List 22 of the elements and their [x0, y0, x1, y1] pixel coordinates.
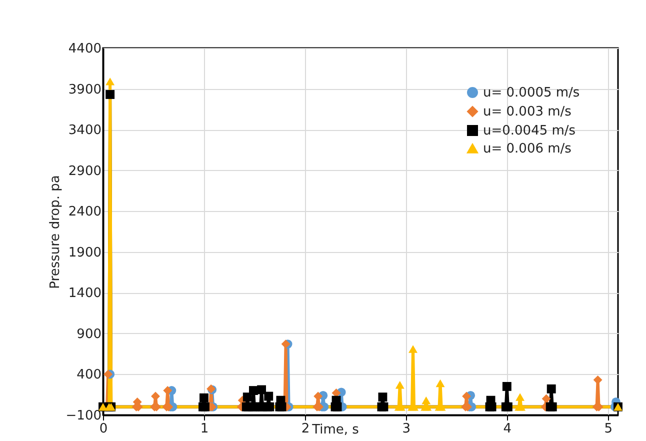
y-tick-label: −100 — [66, 408, 102, 424]
y-tick-label: 2400 — [68, 204, 102, 220]
y-tick-label: 900 — [76, 326, 102, 342]
y-axis-title: Pressure drop. pa — [48, 175, 63, 289]
x-tick-label: 3 — [402, 422, 411, 436]
legend-label: u= 0.003 m/s — [483, 104, 572, 120]
y-tick-label: 4400 — [68, 42, 102, 56]
x-tick-label: 4 — [503, 422, 512, 436]
x-tick-label: 2 — [301, 422, 310, 436]
x-axis-title: Time, s — [311, 422, 360, 438]
y-tick-label: 3400 — [68, 123, 102, 138]
x-tick-label: 5 — [604, 422, 613, 436]
y-tick-label: 1400 — [68, 286, 102, 302]
y-tick-label: 2900 — [68, 164, 102, 179]
y-tick-label: 400 — [76, 368, 102, 383]
legend-label: u= 0.006 m/s — [483, 142, 572, 156]
legend-label: u=0.0045 m/s — [483, 124, 576, 138]
x-tick-label: 1 — [200, 422, 209, 436]
legend-label: u= 0.0005 m/s — [483, 86, 580, 100]
y-tick-label: 3900 — [68, 82, 102, 98]
y-tick-label: 1900 — [68, 245, 102, 260]
x-tick-label: 0 — [99, 422, 108, 436]
